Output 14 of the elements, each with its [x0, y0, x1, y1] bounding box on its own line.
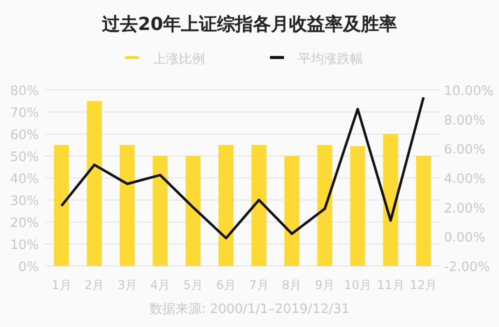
bar [186, 156, 201, 266]
bar [251, 145, 266, 266]
bar [317, 145, 332, 266]
bar [54, 145, 69, 266]
bar [120, 145, 135, 266]
line-series [60, 96, 425, 240]
chart-title: 过去20年上证综指各月收益率及胜率 [100, 14, 398, 35]
bar [350, 146, 366, 266]
bar [383, 134, 398, 266]
bar [152, 156, 168, 266]
bar [416, 156, 432, 266]
bar [218, 145, 234, 266]
bar [284, 156, 300, 266]
bar [86, 101, 102, 266]
